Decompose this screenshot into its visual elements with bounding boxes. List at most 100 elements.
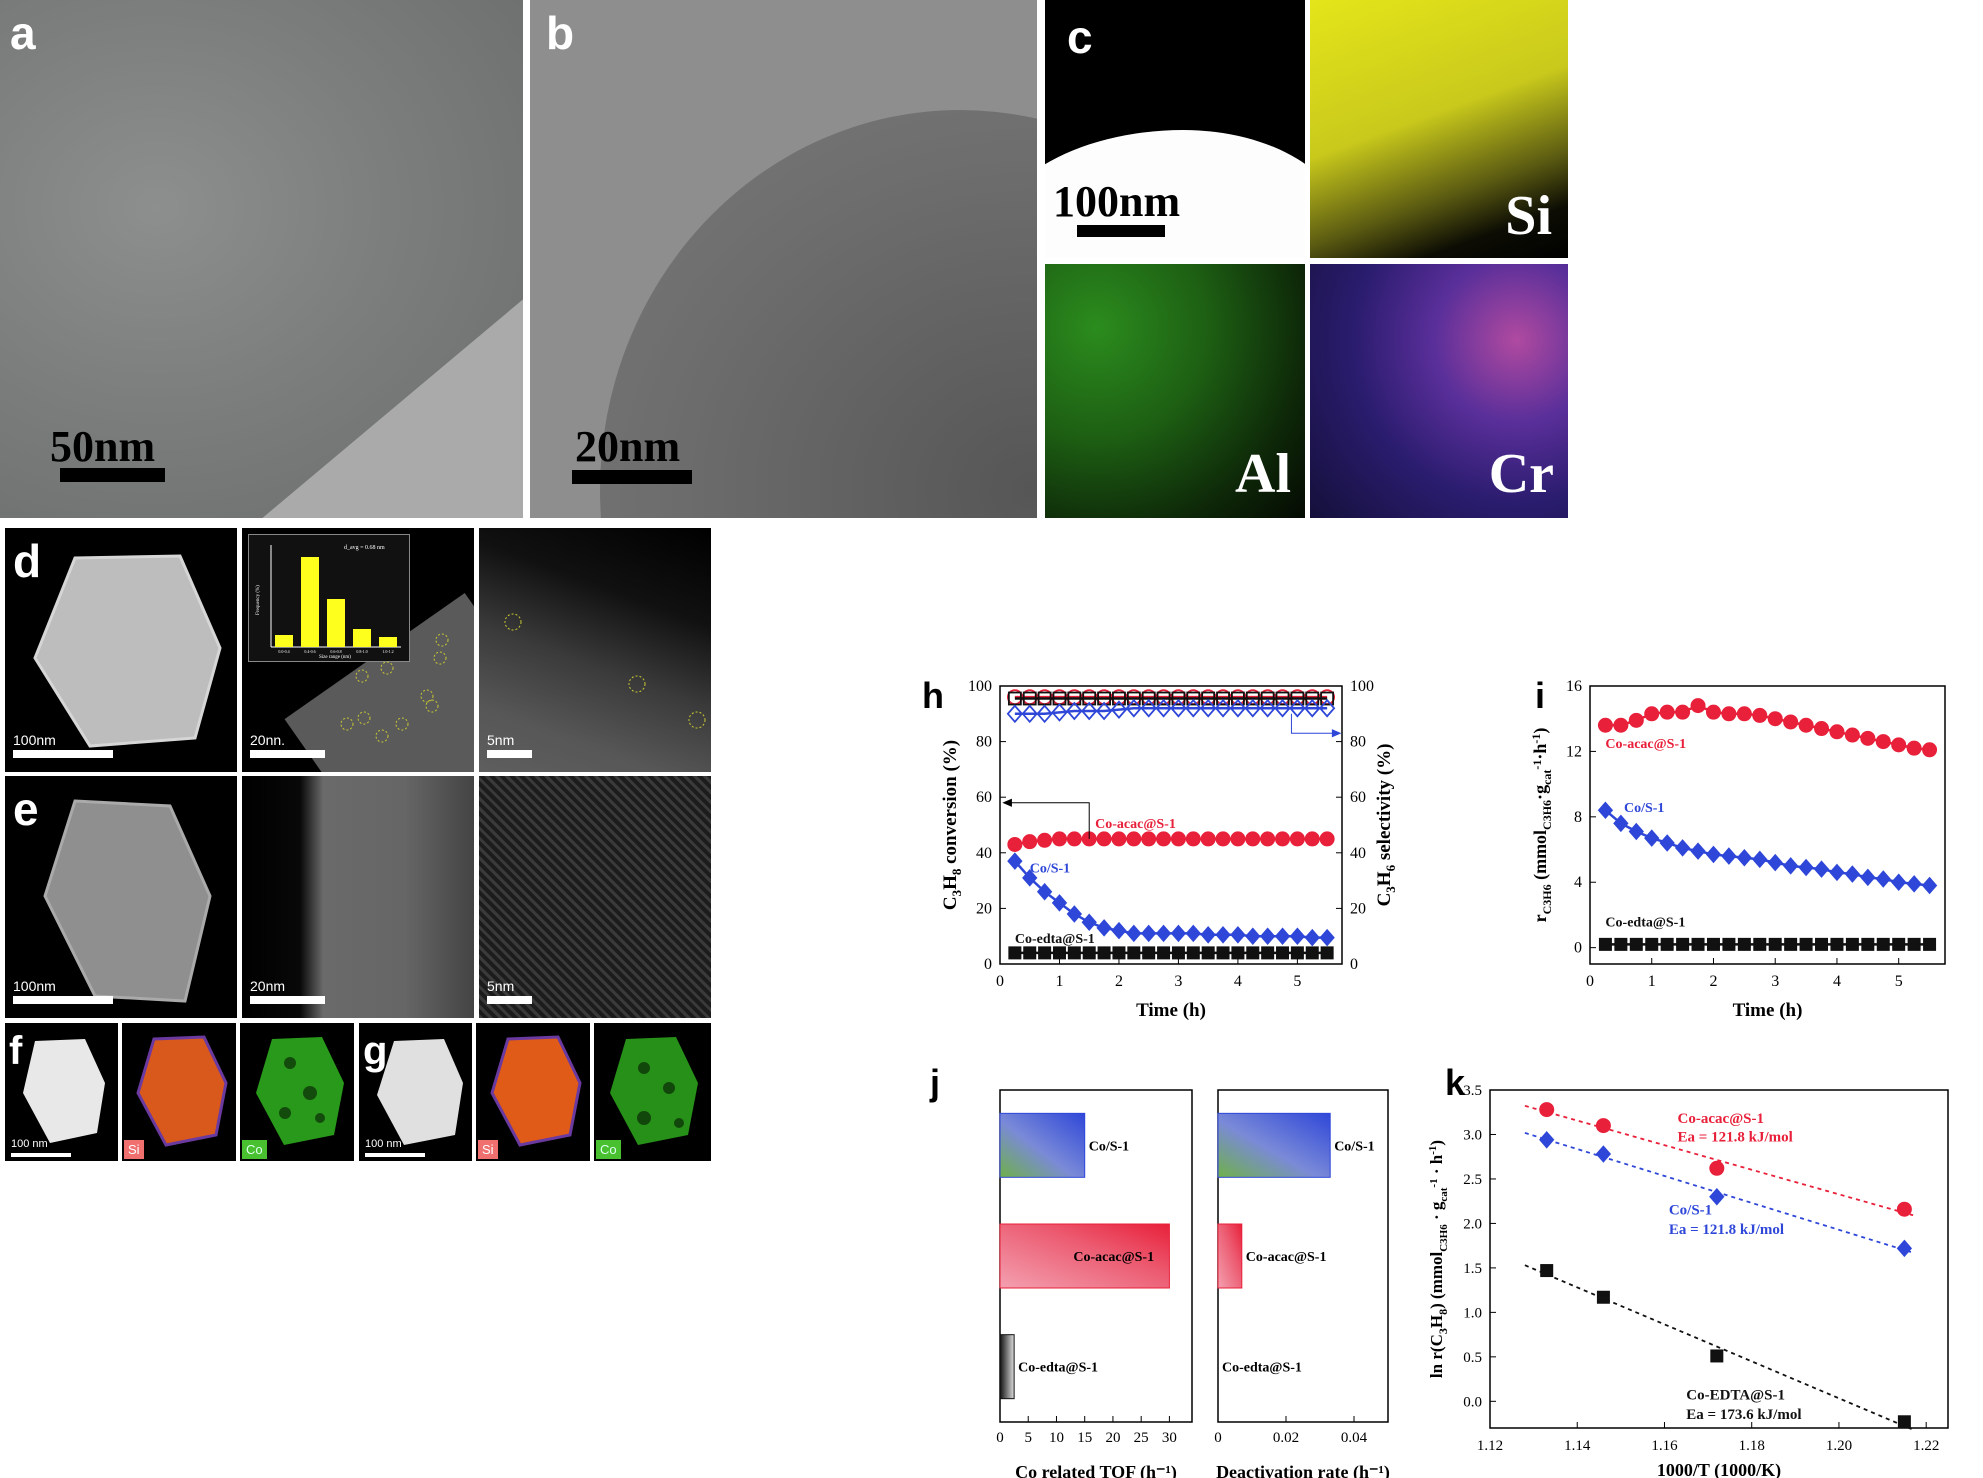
chart-i-frame [1589,685,1946,965]
panel-e-scale-bar-1 [13,996,113,1004]
chart-h-series-2-point-4 [1067,946,1081,960]
chart-h-series-5-point-13 [1199,698,1217,718]
chart-h-series-0-point-11 [1170,831,1186,847]
chart-i-series-0-point-21 [1922,742,1938,758]
chart-i-series-2-point-12 [1784,937,1798,951]
chart-h-series-0-point-6 [1096,831,1112,847]
chart-h-series-0-point-18 [1275,831,1291,847]
chart-h-series-1-point-6 [1096,919,1112,937]
chart-i-series-1-point-8 [1721,847,1737,865]
chart-i-series-2-point-17 [1861,937,1875,951]
panel-d-inset-xlabel: Size range (nm) [319,655,351,660]
panel-g-label: g [363,1029,388,1073]
chart-i-xlabel: Time (h) [1733,1000,1803,1021]
chart-h-series-2-point-5 [1082,946,1096,960]
chart-h-ytick-r-label-2: 40 [1350,845,1366,862]
panel-d-inset-tick-1: 0.4-0.6 [304,649,315,654]
chart-h-series-1-point-9 [1141,924,1157,943]
panel-d-inset-bar-0 [275,635,293,647]
chart-h-xtick-label-3: 3 [1174,973,1182,990]
chart-i-series-1-point-1 [1613,814,1629,833]
chart-i-series-0-point-13 [1798,717,1814,733]
chart-i-series-1-point-3 [1644,829,1660,847]
chart-h-series-4-point-2 [1037,691,1052,706]
chart-i-xtick-label-2: 2 [1709,973,1717,990]
chart-i-series-2-point-10 [1753,937,1767,951]
chart-h-series-3-point-7 [1111,689,1127,706]
chart-h-xtick-label-1: 1 [1055,973,1063,990]
chart-k-xtick-label-2: 1.16 [1651,1438,1678,1454]
chart-i-series-0-point-15 [1829,724,1845,740]
chart-h-series-3-point-21 [1319,689,1336,706]
chart-i-series-2-point-2 [1629,937,1643,951]
panel-g-co-svg [610,1037,698,1145]
chart-k-label-0: Co-acac@S-1 [1678,1111,1764,1127]
chart-h-series-3-point-18 [1274,689,1291,706]
chart-h-series-2-point-18 [1276,946,1290,960]
chart-h-series-3-point-3 [1051,689,1068,706]
chart-j1-xlabel: Co related TOF (h⁻¹) [1015,1462,1177,1478]
chart-i-series-0-point-16 [1844,727,1860,743]
chart-h-series-4-point-16 [1245,691,1260,706]
chart-h-series-2-point-15 [1231,946,1245,960]
chart-j2-bar-label-2: Co-edta@S-1 [1222,1361,1302,1376]
chart-h-series-2-point-21 [1320,946,1334,960]
chart-k-ylabel: ln r(C3H8) (mmolC3H6 · gcat-1 · h-1) [1427,1140,1450,1378]
panel-e-scale-text-2: 20nm [250,978,286,994]
chart-j: Co/S-1 Co-acac@S-1 Co-edta@S-1 0 5 10 15 20 25 30… [996,1089,1390,1478]
panel-a-scale-text: 50nm [50,422,156,471]
chart-k-xtick-label-0: 1.12 [1477,1438,1503,1454]
chart-j2-xtick-label-2: 0.04 [1341,1430,1368,1446]
chart-i-series-1-point-20 [1906,875,1922,893]
chart-h-series-5-point-1 [1021,704,1038,724]
chart-i-series-2-point-5 [1676,937,1690,951]
chart-k-note-0: Ea = 121.8 kJ/mol [1678,1130,1793,1146]
chart-h-series-5-point-0 [1006,704,1024,724]
chart-j1-bar-label-1: Co-acac@S-1 [1073,1250,1154,1265]
chart-i-series-2-point-4 [1660,937,1674,951]
chart-h-series-5-point-21 [1318,698,1336,718]
chart-h-series-0-point-1 [1022,834,1038,850]
panel-e-particle-svg [43,799,212,1003]
chart-h-series-1-point-19 [1289,927,1306,945]
panel-d-inset-annotation: d_avg = 0.68 nm [344,545,385,551]
panel-e-scale-bar-2 [250,996,325,1004]
chart-i-series-0-point-2 [1628,712,1644,728]
chart-h-series-3-point-4 [1066,689,1083,706]
chart-h-series-5-point-14 [1214,698,1232,718]
chart-h-ytick-label-2: 40 [976,845,992,862]
panel-c-scale-bar [1077,225,1165,237]
chart-k-xtick-label-1: 1.14 [1564,1438,1591,1454]
chart-h-xtick-label-0: 0 [996,973,1004,990]
panel-c-cr-map: Cr [1310,264,1568,518]
chart-h-series-0-point-0 [1007,836,1023,852]
chart-j2-bar-1 [1217,1223,1243,1289]
chart-h-series-1-point-13 [1200,926,1216,944]
chart-j1-bar-2 [999,1334,1015,1400]
panel-g-scale-bar [365,1153,425,1157]
chart-h-series-0-point-4 [1066,831,1082,847]
chart-i-series-0-point-7 [1705,704,1721,720]
chart-k-series-1-point-0 [1539,1131,1555,1149]
chart-j1-xtick-label-3: 15 [1077,1430,1092,1446]
chart-i-series-0-point-10 [1752,707,1768,723]
panel-a-label: a [10,7,36,59]
chart-h-series-5-point-6 [1095,701,1113,721]
chart-i-series-0-point-20 [1906,740,1922,756]
panel-e-scale-text-1: 100nm [13,978,56,994]
chart-i-xtick-label-0: 0 [1586,973,1594,990]
chart-h-series-3-point-15 [1230,689,1246,706]
panel-d-inset-chart: 0.0-0.4 0.4-0.6 0.6-0.8 0.8-1.0 1.0-1.2 d_av… [256,545,401,660]
panel-e-label: e [13,783,39,835]
chart-h-ytick-label-1: 20 [976,900,992,917]
chart-h-series-5-point-16 [1244,698,1261,718]
panel-d-inset-tick-2: 0.6-0.8 [330,649,341,654]
chart-h-series-3-point-19 [1289,689,1306,706]
panel-e-right: 5nm [479,776,711,1018]
panel-f-co-tag: Co [242,1140,267,1159]
chart-i-series-line-1 [1604,809,1930,887]
chart-i-series-2-point-21 [1923,937,1937,951]
chart-k-fit-1 [1524,1132,1914,1254]
chart-h-series-1-point-15 [1230,926,1246,944]
